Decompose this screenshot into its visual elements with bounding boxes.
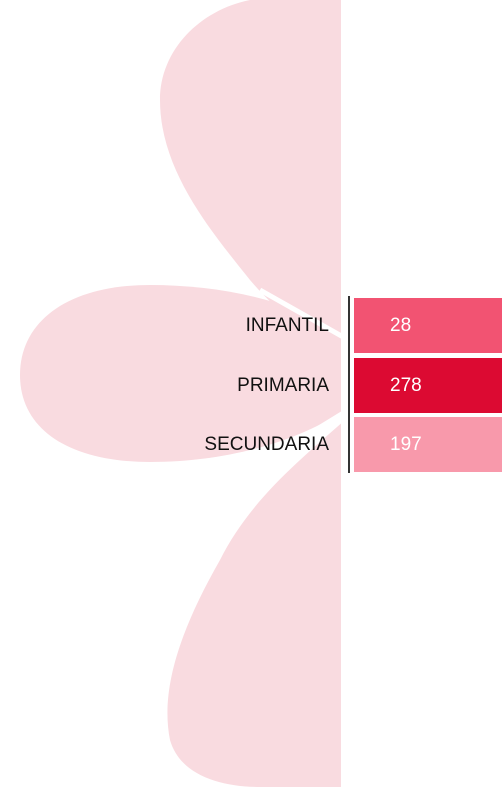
top-petal — [160, 0, 341, 367]
row-value: 28 — [390, 315, 412, 336]
row-value: 278 — [390, 375, 422, 396]
bottom-petal — [167, 423, 341, 787]
row-label: PRIMARIA — [237, 375, 329, 396]
row-value: 197 — [390, 434, 422, 455]
value-box: 278 — [354, 358, 502, 413]
row: SECUNDARIA 197 — [0, 417, 502, 472]
row: INFANTIL 28 — [0, 298, 502, 353]
value-box: 28 — [354, 298, 502, 353]
divider — [348, 296, 350, 473]
value-box: 197 — [354, 417, 502, 472]
left-petal — [20, 285, 341, 462]
row-label: SECUNDARIA — [204, 434, 329, 455]
row-label: INFANTIL — [245, 315, 329, 336]
row: PRIMARIA 278 — [0, 358, 502, 413]
